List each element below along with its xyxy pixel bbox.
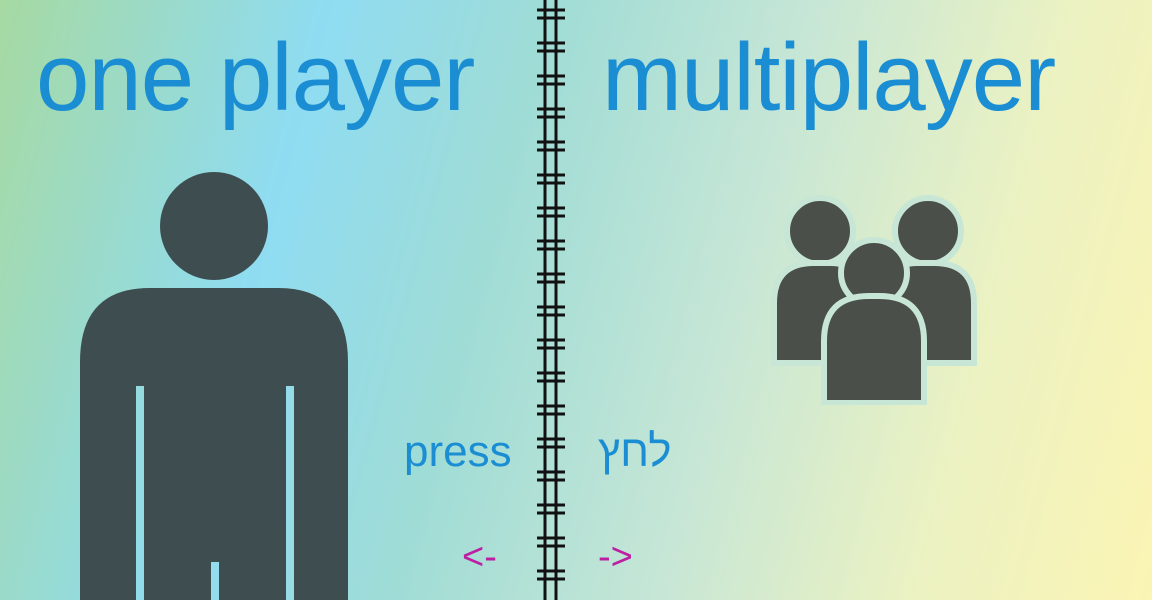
group-person-center	[821, 237, 927, 405]
one-player-title[interactable]: one player	[36, 24, 475, 131]
group-icon[interactable]	[768, 193, 980, 405]
person-head	[160, 172, 268, 280]
multiplayer-title[interactable]: multiplayer	[602, 24, 1056, 131]
arrow-left-hint: <-	[462, 536, 497, 578]
press-label-hebrew: לחץ	[598, 427, 672, 476]
arrow-right-hint: ->	[598, 536, 633, 578]
person-icon[interactable]	[80, 172, 350, 600]
press-label: press	[404, 427, 512, 476]
person-body	[80, 288, 348, 600]
